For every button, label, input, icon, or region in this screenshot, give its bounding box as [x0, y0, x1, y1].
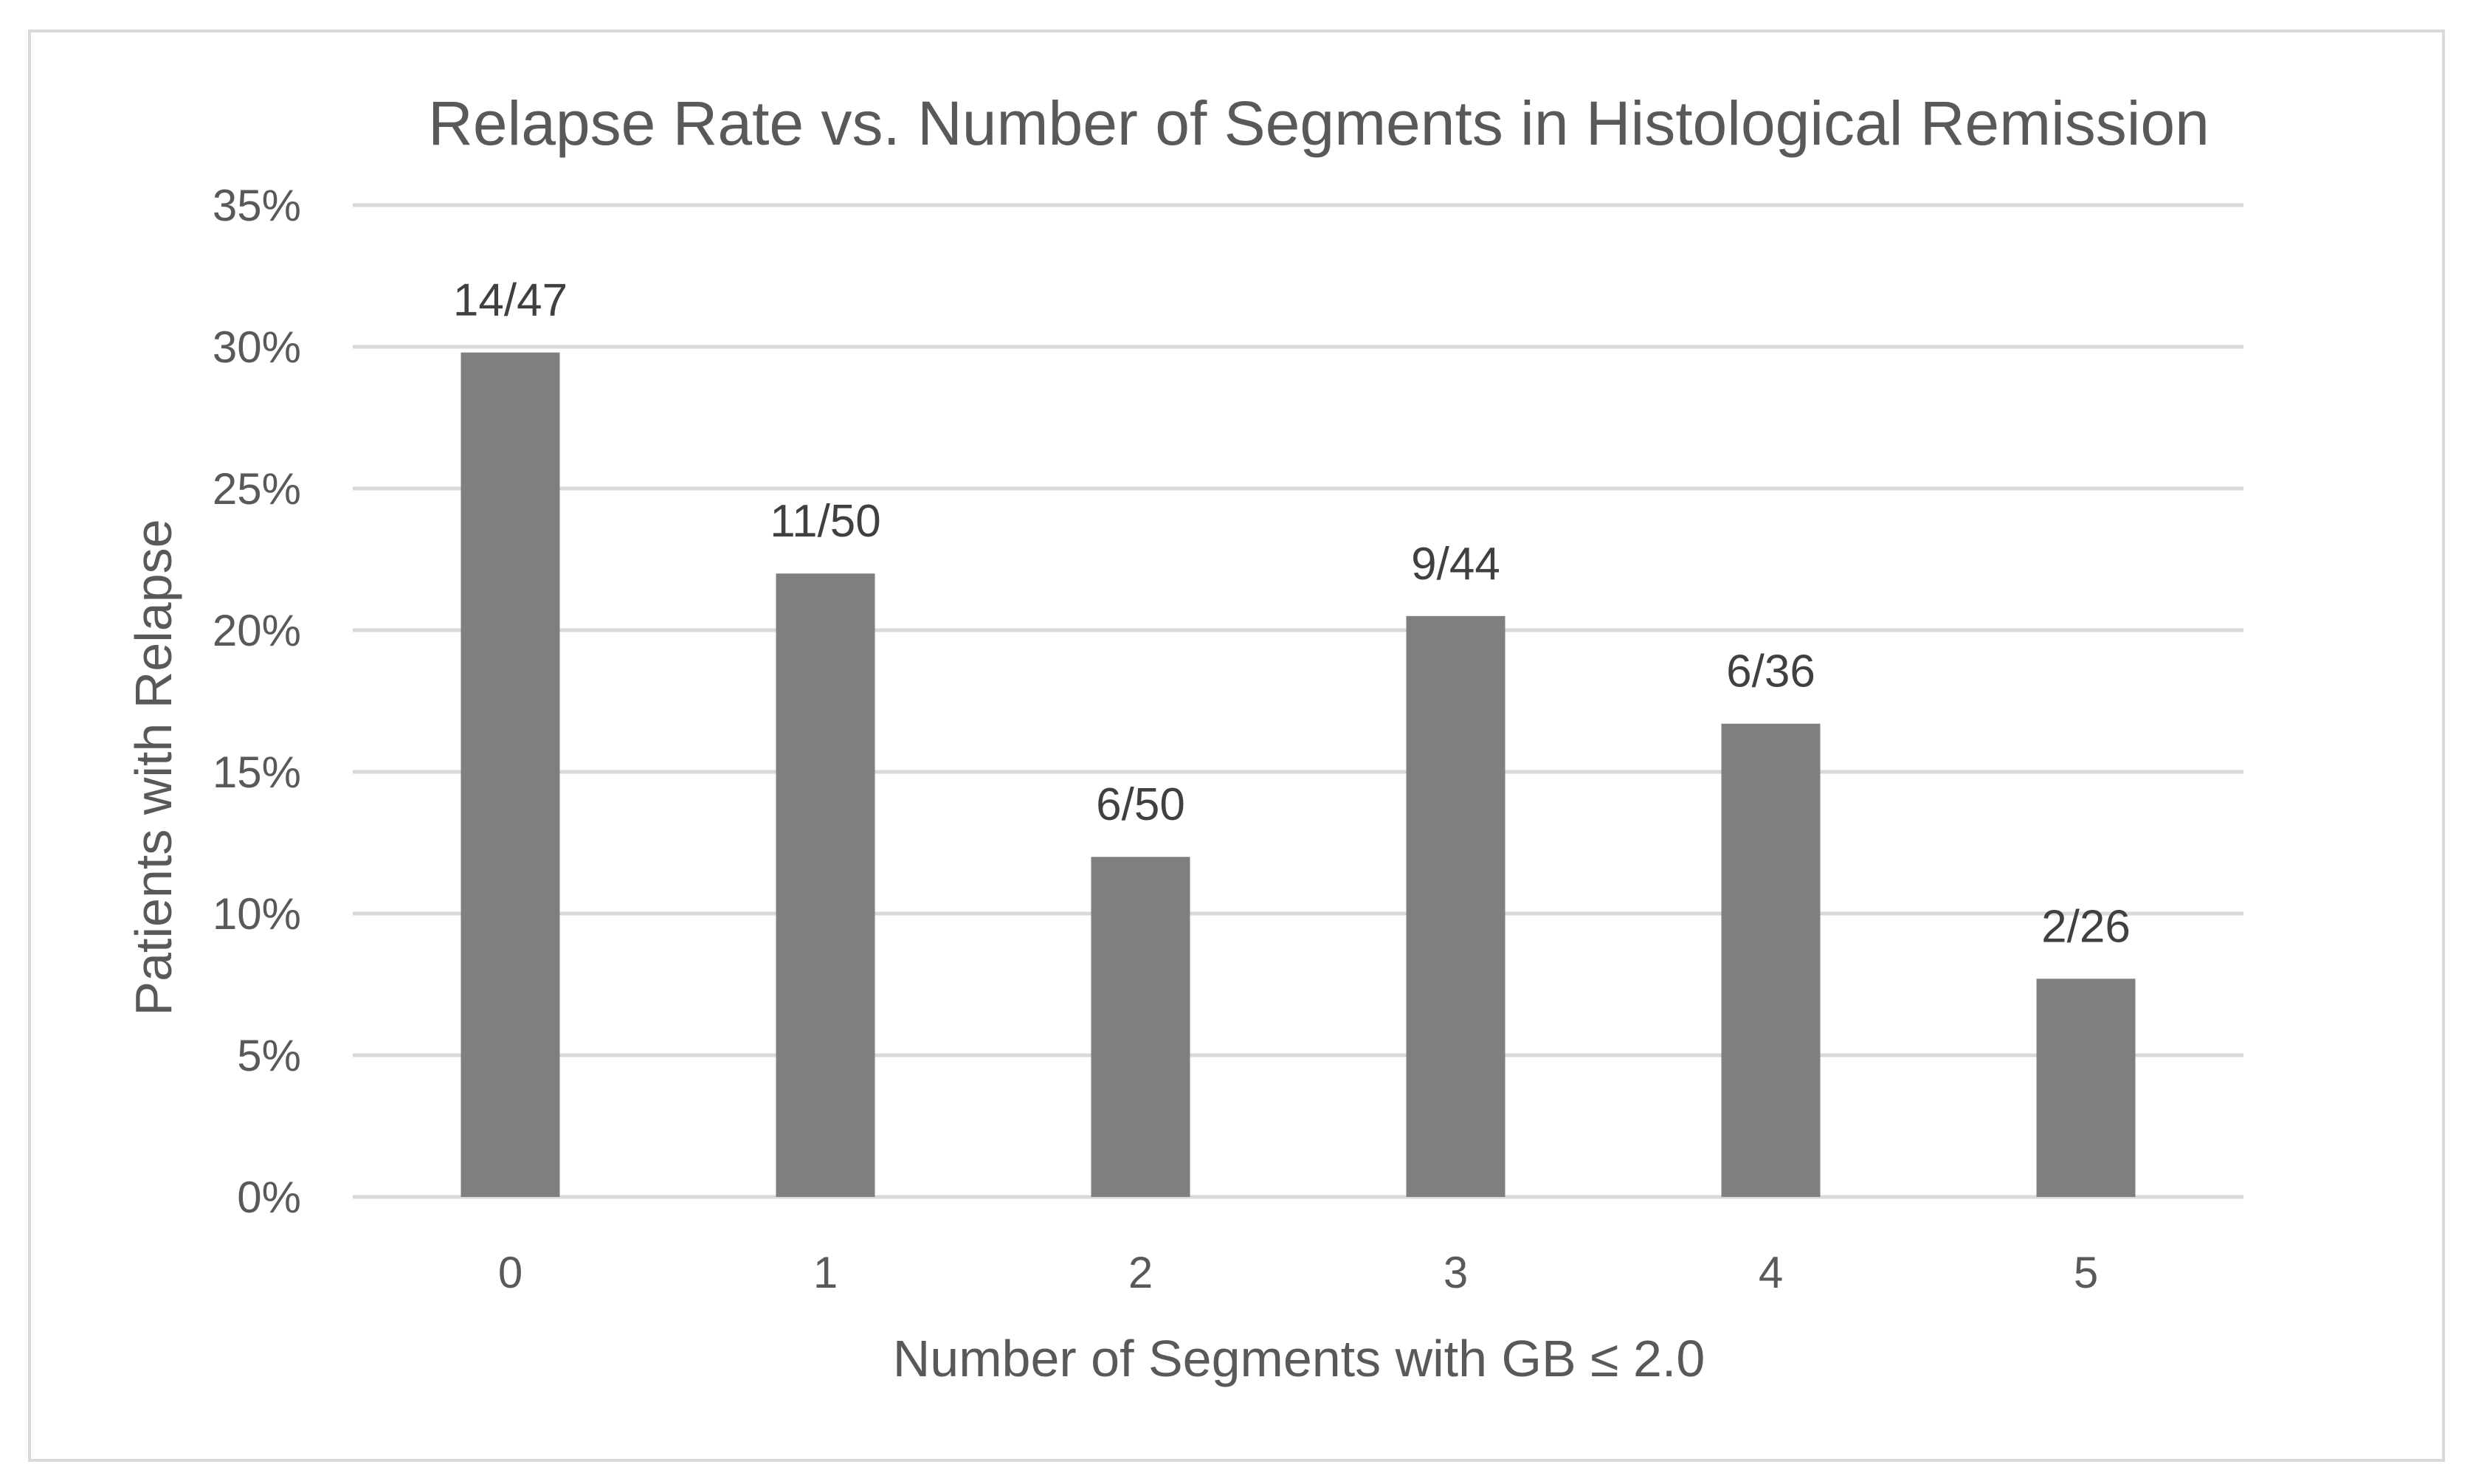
bar [776, 573, 875, 1197]
data-label: 6/50 [1096, 779, 1185, 830]
y-tick-label: 10% [213, 889, 301, 939]
x-tick-label: 5 [2074, 1248, 2098, 1297]
bar [1406, 615, 1505, 1197]
bar [2036, 979, 2136, 1197]
y-tick-label: 25% [213, 464, 301, 514]
x-tick-label: 3 [1444, 1248, 1468, 1297]
data-label: 11/50 [770, 496, 881, 547]
bar [461, 352, 560, 1198]
data-label: 14/47 [453, 275, 568, 326]
y-tick-label: 0% [237, 1173, 301, 1222]
chart-title: Relapse Rate vs. Number of Segments in H… [428, 89, 2210, 158]
gridlines [353, 203, 2243, 1199]
bar [1721, 723, 1821, 1197]
x-tick-label: 2 [1128, 1248, 1153, 1297]
data-label: 9/44 [1411, 539, 1500, 590]
chart-frame [28, 30, 2445, 1462]
data-labels: 14/47 11/50 6/50 9/44 6/36 2/26 [453, 275, 2131, 953]
data-label: 2/26 [2041, 901, 2131, 952]
x-tick-label: 0 [498, 1248, 522, 1297]
data-label: 6/36 [1726, 646, 1815, 697]
y-tick-label: 20% [213, 606, 301, 655]
y-axis-title: Patients with Relapse [125, 519, 182, 1015]
y-axis-tick-labels: 0% 5% 10% 15% 20% 25% 30% 35% [213, 181, 301, 1222]
bars [461, 352, 2136, 1198]
x-tick-label: 1 [813, 1248, 838, 1297]
x-axis-title: Number of Segments with GB ≤ 2.0 [893, 1330, 1705, 1387]
x-axis-tick-labels: 0 1 2 3 4 5 [498, 1248, 2098, 1297]
y-tick-label: 35% [213, 181, 301, 230]
y-tick-label: 15% [213, 748, 301, 797]
y-tick-label: 5% [237, 1031, 301, 1080]
bar [1091, 857, 1190, 1197]
x-tick-label: 4 [1759, 1248, 1783, 1297]
y-tick-label: 30% [213, 322, 301, 372]
